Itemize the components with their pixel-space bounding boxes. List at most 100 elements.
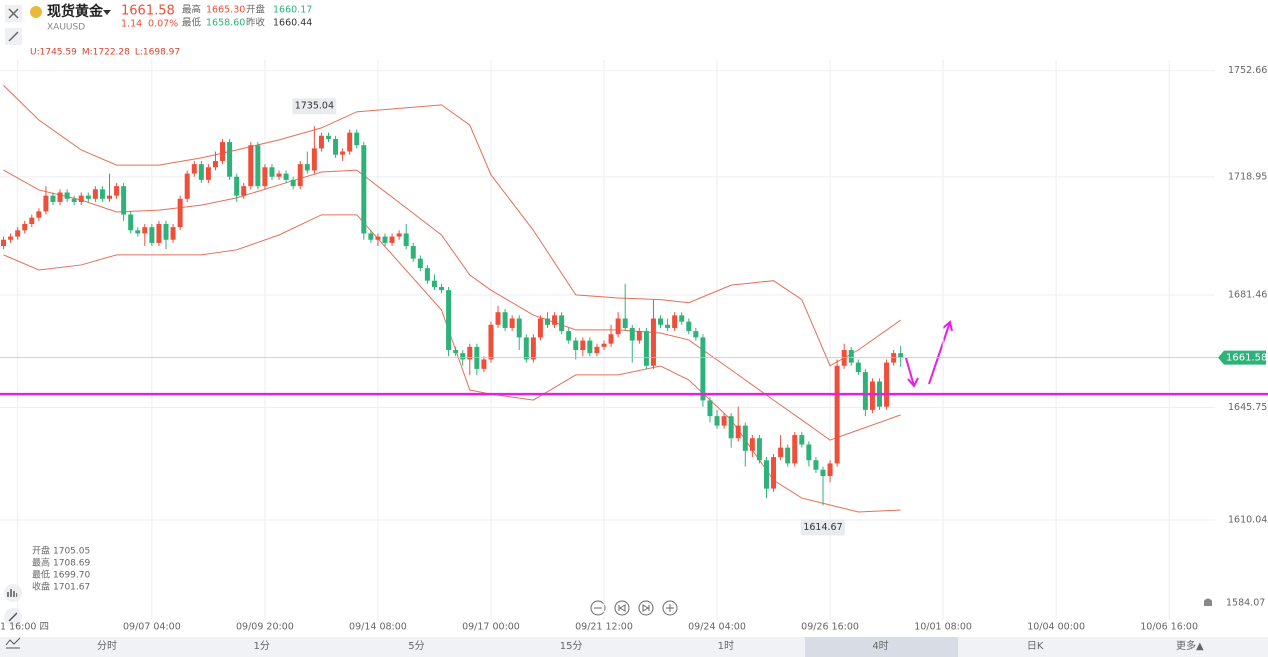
timeframe-tab[interactable]: 4时 [872, 640, 888, 652]
info-label: 最低 [32, 569, 50, 581]
candle-body [262, 167, 268, 187]
candle-body [241, 186, 247, 196]
boll-band [3, 169, 901, 441]
candle-body [325, 135, 331, 139]
candle-body [333, 138, 339, 155]
candle-body [375, 236, 381, 240]
candle-body [424, 268, 430, 281]
candle-body [446, 290, 452, 351]
timeframe-tab[interactable]: 1分 [254, 640, 270, 652]
draw-icon[interactable] [5, 28, 22, 45]
timeframe-tab[interactable]: 15分 [560, 640, 583, 652]
candle-body [92, 189, 98, 199]
candle-body [467, 346, 473, 360]
candle-body [106, 195, 112, 199]
timeframe-tab[interactable]: 5分 [408, 640, 424, 652]
candle-body [227, 142, 233, 177]
x-tick-label: 09/21 12:00 [575, 622, 633, 633]
close-icon[interactable] [5, 5, 22, 22]
stat-label: 最低 [182, 17, 202, 29]
x-tick-label: 09/24 04:00 [688, 622, 746, 633]
stat-label: 昨收 [246, 17, 266, 29]
candle-body [728, 416, 734, 439]
last-price: 1661.58 [121, 4, 175, 19]
candle-body [347, 132, 353, 152]
candle-body [544, 318, 550, 325]
stat-value: 1665.30 [206, 5, 245, 16]
candle-body [85, 195, 91, 199]
candle-body [502, 312, 508, 328]
candle-body [735, 425, 741, 439]
boll-value: U:1745.59 [30, 48, 77, 58]
y-tick-label: 1610.04 [1228, 515, 1267, 526]
x-tick-label: 09/17 00:00 [462, 622, 520, 633]
candle-body [792, 435, 798, 464]
info-value: 1699.70 [53, 571, 90, 581]
timeframe-tab[interactable]: 更多▲ [1176, 639, 1204, 652]
gold-logo [30, 6, 42, 18]
candle-body [128, 214, 134, 231]
candle-body [15, 230, 21, 237]
candle-body [566, 331, 572, 341]
candle-body [898, 353, 904, 358]
candle-body [516, 318, 522, 338]
candle-body [559, 315, 565, 332]
candle-body [177, 198, 183, 228]
candle-body [396, 233, 402, 237]
candle-body [22, 223, 28, 231]
candle-body [318, 135, 324, 149]
timeframe-tab[interactable]: 日K [1027, 641, 1044, 652]
candle-body [650, 318, 656, 366]
candle-body [580, 340, 586, 351]
y-tick-label: 1752.66 [1228, 65, 1267, 76]
x-tick-label: 09/07 04:00 [123, 622, 181, 633]
candle-body [530, 337, 536, 360]
x-tick-label: 09/14 08:00 [349, 622, 407, 633]
candle-body [778, 447, 784, 458]
candle-body [884, 362, 890, 407]
candle-body [29, 217, 35, 224]
candle-body [537, 318, 543, 338]
boll-band [3, 214, 901, 513]
boll-value: L:1698.97 [135, 48, 180, 58]
candle-body [601, 343, 607, 347]
candle-body [290, 179, 296, 187]
candle-body [813, 460, 819, 470]
candle-body [43, 195, 49, 212]
candle-body [431, 280, 437, 287]
candle-body [869, 381, 875, 410]
candle-body [304, 164, 310, 171]
candle-body [495, 312, 501, 325]
candle-body [283, 173, 289, 180]
candle-body [135, 230, 141, 234]
timeframe-tab[interactable]: 1时 [718, 640, 734, 652]
candle-body [57, 192, 63, 202]
symbol-code: XAUUSD [47, 23, 85, 33]
candle-body [212, 160, 218, 168]
candle-body [721, 416, 727, 426]
candle-body [170, 227, 176, 240]
candle-body [311, 148, 317, 171]
boll-band [3, 85, 901, 367]
stat-label: 最高 [182, 4, 201, 16]
timeframe-tab[interactable]: 分时 [97, 640, 117, 652]
candle-body [220, 142, 226, 161]
x-tick-label: 1 16:00 四 [0, 622, 49, 633]
candle-body [785, 447, 791, 464]
candle-body [763, 460, 769, 489]
last-price-label: 1661.58 [1226, 353, 1267, 364]
extreme-box [292, 98, 337, 115]
candle-body [8, 236, 14, 240]
info-label: 开盘 [32, 545, 50, 557]
dropdown-caret[interactable] [103, 10, 111, 15]
candle-body [643, 331, 649, 366]
candle-body [156, 223, 162, 243]
candle-body [700, 337, 706, 401]
stat-value: 1658.60 [206, 18, 245, 29]
drawn-arrows [905, 320, 953, 388]
nav-buttons[interactable] [590, 600, 678, 616]
bell-icon[interactable] [1204, 598, 1212, 608]
candle-body [622, 318, 628, 328]
candle-body [509, 318, 515, 328]
